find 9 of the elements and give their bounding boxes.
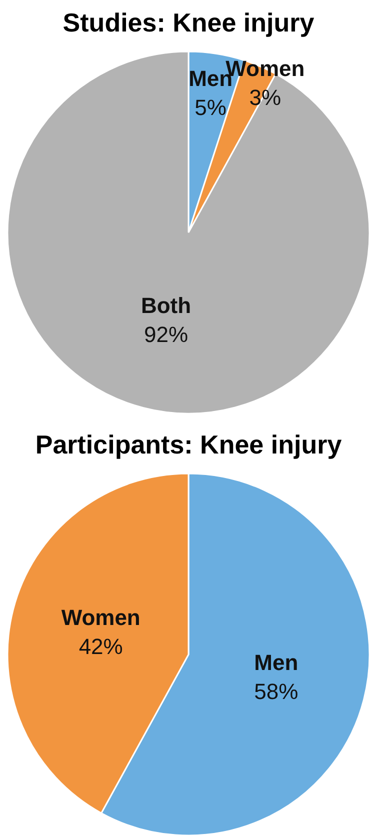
data-label: 58%: [254, 679, 298, 704]
chart-title: Studies: Knee injury: [62, 8, 315, 38]
slice-label: Men: [254, 650, 298, 676]
data-label: 42%: [78, 634, 123, 659]
data-label: 5%: [194, 95, 226, 120]
data-label: 92%: [144, 322, 188, 348]
slice-label: Both: [140, 293, 192, 318]
chart-title: Participants: Knee injury: [35, 430, 342, 460]
slice-label: Women: [61, 604, 140, 630]
